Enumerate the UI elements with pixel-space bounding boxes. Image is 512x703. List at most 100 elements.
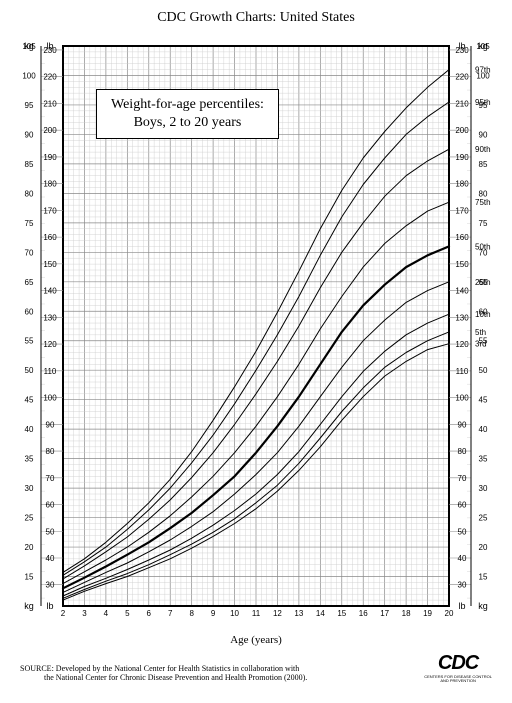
svg-text:160: 160 (455, 233, 469, 242)
svg-text:15: 15 (337, 609, 346, 618)
svg-text:40: 40 (479, 425, 488, 434)
svg-text:80: 80 (479, 189, 488, 198)
svg-text:105: 105 (22, 42, 36, 51)
svg-text:50: 50 (479, 366, 488, 375)
svg-text:100: 100 (455, 394, 469, 403)
svg-text:25th: 25th (475, 278, 491, 287)
svg-text:45: 45 (479, 396, 488, 405)
svg-text:40: 40 (458, 554, 467, 563)
svg-text:35: 35 (25, 455, 34, 464)
svg-text:90: 90 (458, 420, 467, 429)
svg-text:50: 50 (25, 366, 34, 375)
svg-text:90: 90 (46, 420, 55, 429)
svg-text:140: 140 (43, 287, 57, 296)
svg-text:80: 80 (458, 447, 467, 456)
svg-text:170: 170 (455, 206, 469, 215)
svg-text:3rd: 3rd (475, 340, 487, 349)
svg-text:95: 95 (25, 101, 34, 110)
svg-text:110: 110 (44, 367, 57, 376)
svg-text:10th: 10th (475, 310, 491, 319)
x-axis-label: Age (years) (10, 634, 502, 646)
svg-text:65: 65 (25, 278, 34, 287)
chart-title: CDC Growth Charts: United States (10, 10, 502, 26)
svg-text:30: 30 (25, 484, 34, 493)
svg-text:9: 9 (211, 609, 216, 618)
svg-text:60: 60 (25, 307, 34, 316)
svg-text:100: 100 (43, 394, 57, 403)
svg-text:85: 85 (25, 160, 34, 169)
svg-text:20: 20 (25, 543, 34, 552)
svg-text:14: 14 (316, 609, 325, 618)
svg-text:90: 90 (25, 130, 34, 139)
svg-text:18: 18 (402, 609, 411, 618)
svg-text:105: 105 (476, 42, 490, 51)
svg-text:140: 140 (455, 287, 469, 296)
svg-text:5th: 5th (475, 328, 486, 337)
svg-text:lb: lb (458, 601, 465, 611)
svg-text:3: 3 (82, 609, 87, 618)
svg-text:19: 19 (423, 609, 432, 618)
svg-text:110: 110 (456, 367, 469, 376)
svg-text:160: 160 (43, 233, 57, 242)
svg-text:50th: 50th (475, 242, 491, 251)
svg-text:10: 10 (230, 609, 239, 618)
legend-box: Weight-for-age percentiles: Boys, 2 to 2… (96, 89, 279, 139)
svg-text:130: 130 (455, 313, 469, 322)
svg-text:70: 70 (46, 474, 55, 483)
svg-text:60: 60 (46, 501, 55, 510)
svg-text:210: 210 (43, 99, 57, 108)
svg-text:50: 50 (46, 527, 55, 536)
svg-text:130: 130 (43, 313, 57, 322)
svg-text:60: 60 (458, 501, 467, 510)
svg-text:30: 30 (458, 581, 467, 590)
svg-text:230: 230 (43, 46, 57, 55)
svg-text:55: 55 (25, 337, 34, 346)
svg-text:25: 25 (479, 514, 488, 523)
svg-text:20: 20 (445, 609, 454, 618)
svg-text:220: 220 (43, 73, 57, 82)
svg-text:13: 13 (294, 609, 303, 618)
svg-text:16: 16 (359, 609, 368, 618)
svg-text:150: 150 (43, 260, 57, 269)
svg-text:17: 17 (380, 609, 389, 618)
svg-text:150: 150 (455, 260, 469, 269)
growth-chart: 234567891011121314151617181920kgkg152025… (11, 34, 501, 634)
svg-text:15: 15 (25, 573, 34, 582)
svg-text:lb: lb (46, 601, 53, 611)
svg-text:95th: 95th (475, 98, 491, 107)
svg-text:90: 90 (479, 130, 488, 139)
svg-text:190: 190 (43, 153, 57, 162)
svg-text:90th: 90th (475, 145, 491, 154)
cdc-logo: CDC CENTERS FOR DISEASE CONTROLAND PREVE… (424, 652, 492, 683)
svg-text:70: 70 (25, 248, 34, 257)
svg-text:kg: kg (478, 601, 488, 611)
svg-text:180: 180 (455, 180, 469, 189)
svg-text:200: 200 (455, 126, 469, 135)
svg-text:75: 75 (479, 219, 488, 228)
svg-text:230: 230 (455, 46, 469, 55)
svg-text:180: 180 (43, 180, 57, 189)
svg-text:80: 80 (46, 447, 55, 456)
legend-line-2: Boys, 2 to 20 years (111, 114, 264, 132)
svg-text:75th: 75th (475, 198, 491, 207)
svg-text:30: 30 (479, 484, 488, 493)
svg-text:5: 5 (125, 609, 130, 618)
svg-text:12: 12 (273, 609, 282, 618)
svg-text:15: 15 (479, 573, 488, 582)
svg-text:75: 75 (25, 219, 34, 228)
svg-text:200: 200 (43, 126, 57, 135)
svg-text:190: 190 (455, 153, 469, 162)
svg-text:70: 70 (458, 474, 467, 483)
svg-text:40: 40 (46, 554, 55, 563)
svg-text:50: 50 (458, 527, 467, 536)
svg-text:35: 35 (479, 455, 488, 464)
svg-text:120: 120 (43, 340, 57, 349)
svg-text:11: 11 (252, 609, 261, 618)
svg-text:40: 40 (25, 425, 34, 434)
svg-text:4: 4 (104, 609, 109, 618)
svg-text:6: 6 (147, 609, 152, 618)
svg-text:20: 20 (479, 543, 488, 552)
svg-text:100: 100 (22, 71, 36, 80)
svg-text:7: 7 (168, 609, 173, 618)
svg-text:80: 80 (25, 189, 34, 198)
